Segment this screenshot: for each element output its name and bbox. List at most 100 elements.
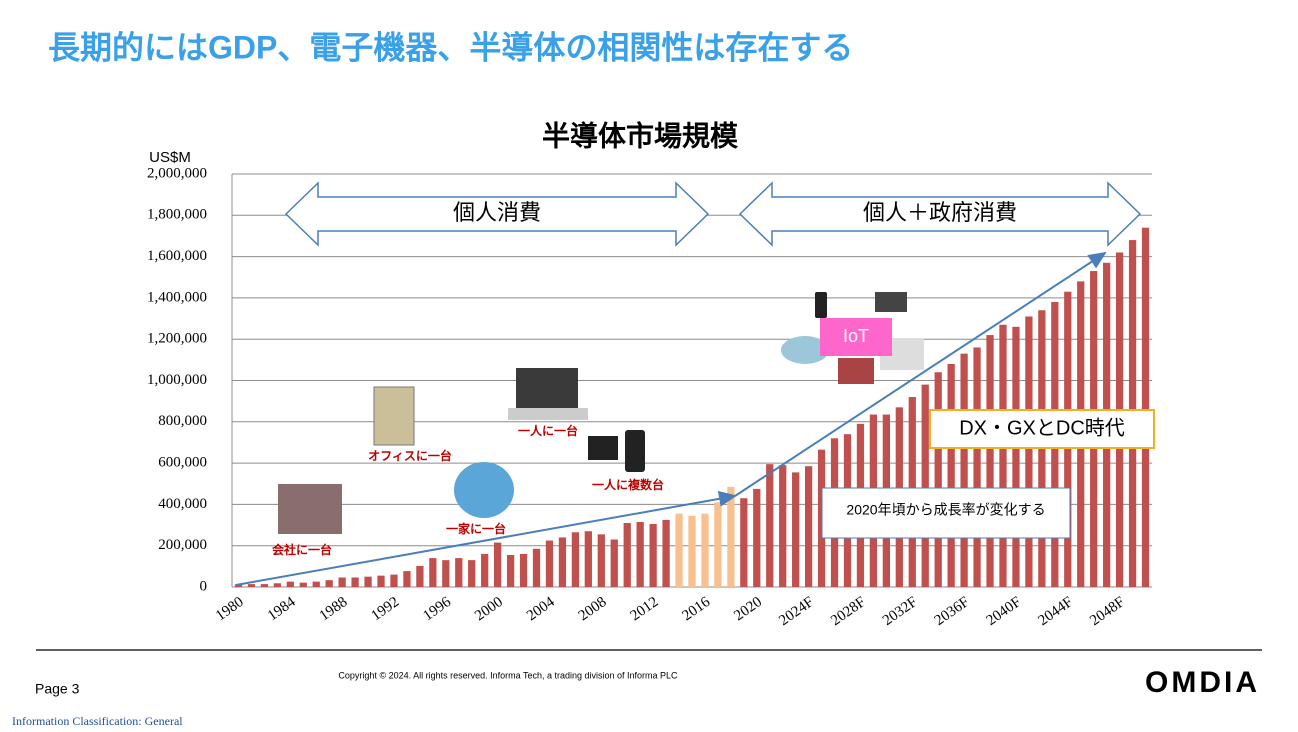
y-tick-label: 1,600,000 <box>147 248 207 264</box>
classification: Information Classification: General <box>12 714 183 728</box>
bar <box>753 488 761 587</box>
bar <box>351 577 359 587</box>
bar <box>727 486 735 587</box>
bar <box>273 583 281 587</box>
y-tick-label: 2,000,000 <box>147 165 207 181</box>
bar <box>519 553 528 587</box>
iot-box <box>820 318 892 356</box>
milestone-label: オフィスに一台 <box>368 448 452 463</box>
bar <box>416 565 424 587</box>
icon-office <box>838 358 874 384</box>
logo: OMDIA <box>1145 666 1260 699</box>
milestone-label: 会社に一台 <box>272 542 332 557</box>
bar <box>1012 326 1020 587</box>
icon-office <box>278 484 342 534</box>
icon-car <box>781 336 829 364</box>
bar <box>260 584 269 587</box>
bar <box>986 335 994 587</box>
page-number: Page 3 <box>35 681 80 697</box>
bar <box>364 576 372 587</box>
y-tick-label: 1,000,000 <box>147 372 207 388</box>
bar <box>1025 316 1033 587</box>
bar <box>545 540 554 587</box>
bar <box>662 519 670 587</box>
y-tick-label: 1,200,000 <box>147 331 207 347</box>
icon-laptop <box>508 408 588 420</box>
icon-tv <box>588 436 618 460</box>
bar <box>597 534 605 587</box>
bar <box>455 558 463 587</box>
bar <box>312 581 320 587</box>
milestone-label: 一人に一台 <box>518 423 578 438</box>
bar <box>571 532 580 587</box>
bar <box>921 384 929 587</box>
bar <box>766 464 774 587</box>
y-tick-label: 800,000 <box>158 413 207 429</box>
x-tick-label: 2000 <box>472 594 506 624</box>
bar <box>390 574 398 587</box>
x-tick-label: 1984 <box>265 594 299 625</box>
bar <box>804 466 813 587</box>
bar <box>429 558 437 587</box>
bar <box>973 347 981 587</box>
y-tick-label: 0 <box>200 578 208 594</box>
bar <box>325 580 333 587</box>
x-tick-label: 2044F <box>1035 594 1076 629</box>
plot-area: 0 200,000 400,000 600,000 800,000 1,000,000 1,… <box>147 165 1152 629</box>
copyright: Copyright © 2024. All rights reserved. I… <box>338 670 678 680</box>
period-label: 個人消費 <box>453 200 541 225</box>
x-tick-label: 2028F <box>828 594 869 629</box>
bar <box>468 560 476 587</box>
period-arrow <box>284 181 710 247</box>
bar <box>740 498 748 587</box>
milestone-label: 一人に複数台 <box>592 477 664 492</box>
x-tick-label: 1988 <box>317 594 351 624</box>
bar <box>688 515 696 587</box>
bar <box>338 577 346 587</box>
x-tick-label: 2024F <box>776 594 817 629</box>
bar <box>779 465 787 587</box>
bar <box>675 513 683 587</box>
bar <box>286 581 294 587</box>
bar <box>481 553 489 587</box>
era-box <box>929 409 1155 449</box>
note-box <box>821 487 1071 539</box>
icon-laptop <box>875 292 907 312</box>
bar <box>494 542 502 587</box>
y-tick-label: 600,000 <box>158 455 207 471</box>
x-tick-label: 2016 <box>679 594 713 625</box>
x-tick-label: 1996 <box>420 594 454 625</box>
icon-imac <box>454 462 514 518</box>
bar <box>636 521 644 587</box>
x-tick-label: 2004 <box>524 594 558 625</box>
bar <box>701 513 709 587</box>
bar <box>934 372 942 587</box>
bar <box>999 324 1007 587</box>
trend-arrow <box>235 490 737 586</box>
icon-phone <box>625 430 645 472</box>
iot-label: IoT <box>843 326 869 346</box>
bar <box>584 531 592 587</box>
icon-laptop <box>516 368 578 408</box>
icon-phone <box>815 292 827 318</box>
icon-mac <box>373 386 415 446</box>
bar <box>714 502 722 587</box>
trend-arrow <box>734 251 1107 497</box>
y-tick-label: 1,800,000 <box>147 207 207 223</box>
x-tick-label: 2012 <box>628 594 662 624</box>
bar <box>623 522 631 587</box>
x-tick-label: 2048F <box>1087 594 1128 629</box>
bar <box>234 584 243 587</box>
bar <box>947 363 955 587</box>
x-tick-label: 2036F <box>932 594 973 629</box>
bar <box>610 539 618 587</box>
bar <box>1141 227 1150 587</box>
slide-title: 長期的にはGDP、電子機器、半導体の相関性は存在する <box>48 29 853 65</box>
era-label: DX・GXとDC時代 <box>959 416 1125 439</box>
y-tick-label: 1,400,000 <box>147 289 207 305</box>
period-label: 個人＋政府消費 <box>863 200 1017 225</box>
bar <box>299 582 307 587</box>
bar <box>403 571 411 587</box>
bar <box>506 554 515 587</box>
